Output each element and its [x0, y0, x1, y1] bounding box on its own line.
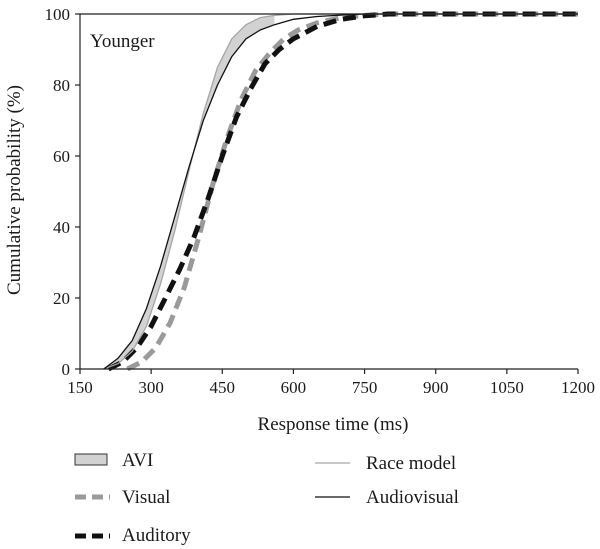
legend-label-race-model: Race model	[366, 453, 456, 474]
y-tick-label: 100	[45, 5, 71, 24]
legend-swatch-avi	[74, 453, 108, 466]
y-axis-title: Cumulative probability (%)	[4, 85, 25, 295]
series-line-visual	[126, 11, 578, 372]
x-tick-label: 900	[423, 378, 449, 397]
y-tick-label: 0	[62, 360, 71, 379]
legend-label-auditory: Auditory	[122, 525, 191, 546]
avi-shaded-area	[103, 15, 275, 369]
legend: AVI Visual Auditory Race model Audiovisu…	[74, 450, 459, 546]
x-tick-label: 750	[352, 378, 378, 397]
y-tick-label: 40	[53, 218, 70, 237]
series-line-audiovisual	[103, 13, 578, 370]
series-line-auditory	[107, 11, 578, 372]
series-line-race-model	[103, 13, 578, 370]
x-tick-label: 150	[67, 378, 93, 397]
y-tick-label: 60	[53, 147, 70, 166]
plot-area	[103, 11, 578, 372]
legend-label-visual: Visual	[122, 487, 170, 508]
x-axis-title: Response time (ms)	[258, 414, 409, 435]
x-tick-label: 300	[138, 378, 164, 397]
x-tick-label: 1200	[561, 378, 595, 397]
legend-label-audiovisual: Audiovisual	[366, 487, 459, 508]
y-tick-label: 20	[53, 289, 70, 308]
legend-label-avi: AVI	[122, 450, 153, 471]
x-tick-label: 600	[281, 378, 307, 397]
x-tick-label: 1050	[490, 378, 524, 397]
x-tick-label: 450	[210, 378, 236, 397]
panel-label: Younger	[90, 31, 155, 52]
y-tick-label: 80	[53, 76, 70, 95]
axes: 150 300 450 600 750 900 1050 1200 0 20 40 60 80 100	[45, 5, 596, 397]
